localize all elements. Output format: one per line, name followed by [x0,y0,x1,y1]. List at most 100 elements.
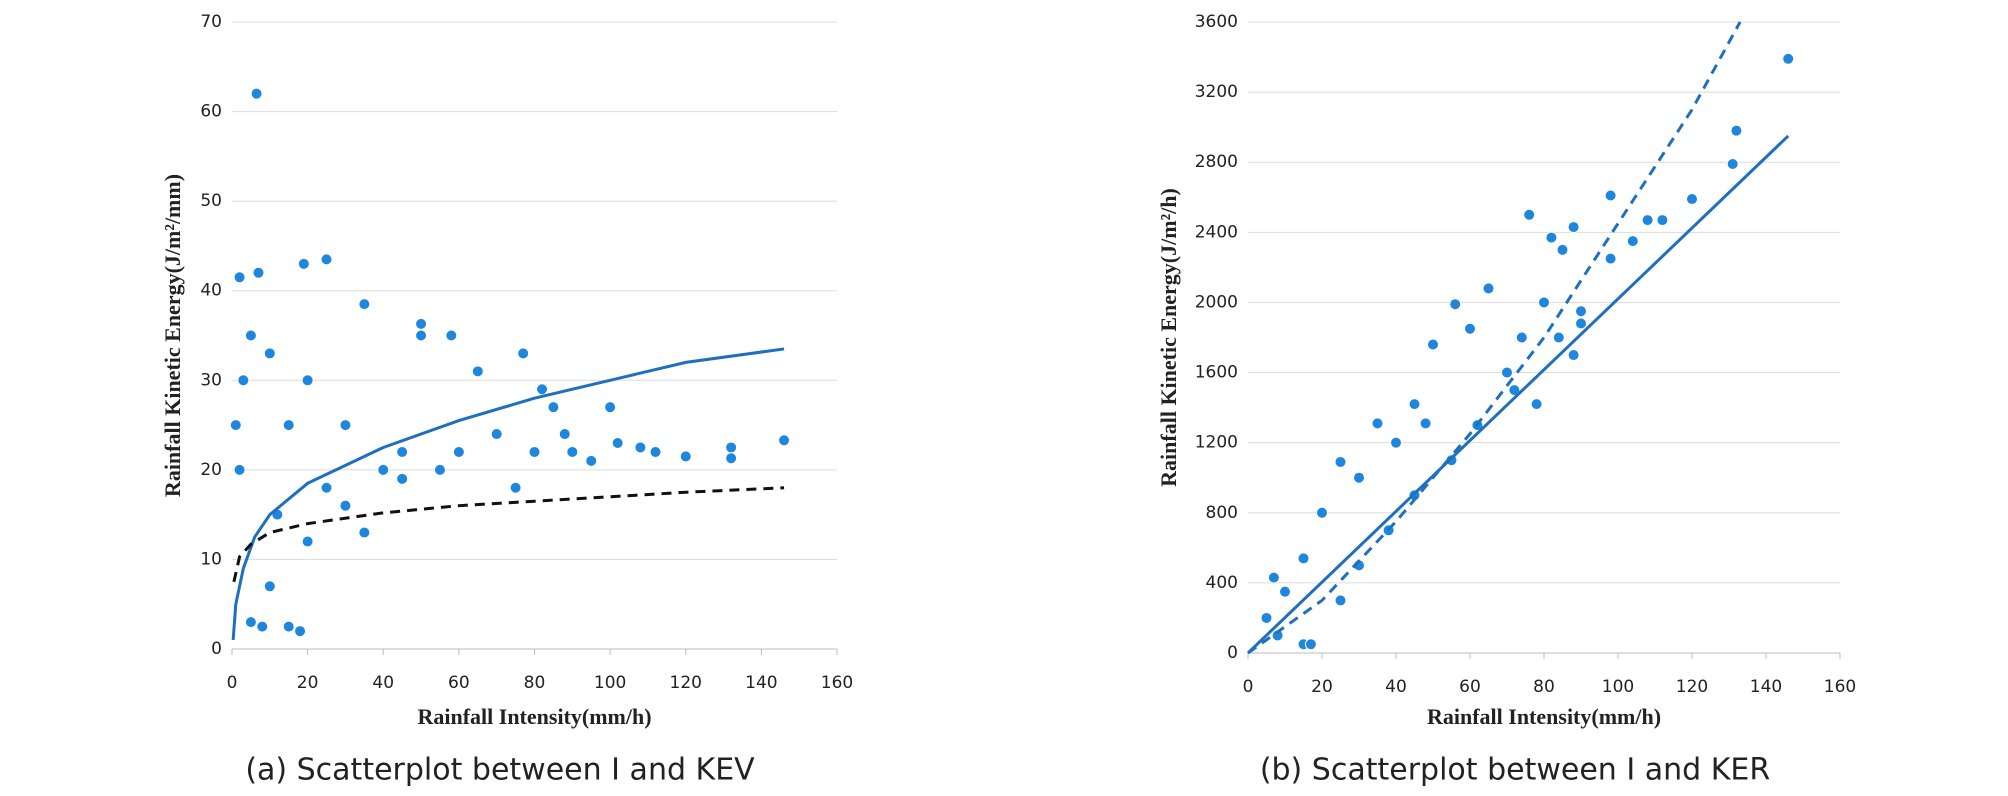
data-point [1353,471,1365,484]
y-tick-label: 2800 [1195,152,1238,172]
fit-line [1246,134,1790,655]
data-point [517,347,530,360]
data-point [244,616,257,629]
x-tick-label: 40 [1385,677,1407,697]
data-point [528,445,541,458]
data-point [1686,193,1698,206]
data-point [1575,317,1587,330]
data-point [1449,298,1462,311]
x-tick-label: 40 [372,673,394,693]
y-tick-label: 70 [200,12,222,32]
data-point [1334,594,1347,607]
data-point [1604,189,1617,202]
data-point [1464,322,1476,335]
y-tick-label: 1200 [1195,433,1238,453]
x-axis-label: Rainfall Intensity(mm/h) [1427,704,1661,729]
data-point [725,452,738,465]
data-point [1279,585,1291,598]
data-point [509,481,522,494]
data-point [297,257,310,270]
y-tick-label: 1600 [1195,363,1238,383]
data-point [1538,296,1550,309]
data-point [1334,455,1347,468]
data-point [778,434,791,447]
data-point [263,347,276,360]
y-tick-label: 30 [200,370,222,390]
data-point [377,463,390,476]
data-point [1304,638,1317,651]
data-point [256,620,269,633]
x-tick-label: 160 [821,673,853,693]
data-point [1371,417,1384,430]
x-tick-label: 60 [1459,677,1481,697]
data-point [1515,331,1528,344]
data-point [1730,124,1743,137]
caption: (b) Scatterplot between I and KER [1260,753,1770,788]
data-point [1501,366,1513,379]
data-point [415,317,428,330]
x-tick-label: 20 [297,673,319,693]
data-point [471,365,484,378]
data-point [1545,231,1558,244]
y-tick-label: 10 [200,549,222,569]
x-tick-label: 140 [1750,677,1782,697]
data-point [649,445,662,458]
data-point [320,481,333,494]
y-tick-label: 50 [200,191,222,211]
data-point [1575,305,1587,318]
data-point [1390,436,1402,449]
y-axis-label: Rainfall Kinetic Energy(J/m²/mm) [160,174,185,497]
data-point [294,625,307,638]
x-tick-label: 100 [594,673,626,693]
data-point [1626,235,1639,248]
data-point [1523,208,1536,221]
y-tick-label: 20 [200,460,222,480]
data-point [233,463,246,476]
data-point [1726,157,1739,170]
data-point [339,419,352,432]
caption: (a) Scatterplot between I and KEV [245,753,755,788]
data-point [237,374,250,387]
data-point [1297,552,1310,565]
data-point [244,329,257,342]
data-point [415,329,428,342]
x-tick-label: 80 [524,673,546,693]
data-point [229,419,242,432]
data-point [1482,282,1495,295]
data-point [1427,338,1439,351]
fit-line [231,347,785,641]
data-point [679,450,692,463]
data-point [566,445,579,458]
data-point [1316,506,1328,519]
data-point [1604,252,1617,265]
data-point [445,329,458,342]
data-point [490,428,503,441]
data-point [604,401,617,414]
y-tick-label: 2400 [1195,222,1238,242]
data-point [252,266,265,279]
x-tick-label: 120 [1676,677,1708,697]
data-point [282,419,295,432]
x-tick-label: 100 [1602,677,1634,697]
y-tick-label: 0 [1227,643,1238,663]
x-tick-label: 60 [448,673,470,693]
data-point [1530,398,1543,411]
y-tick-label: 40 [200,281,222,301]
data-point [339,499,352,512]
x-tick-label: 120 [670,673,702,693]
y-tick-label: 3600 [1195,12,1238,32]
data-point [320,253,333,266]
data-point [282,620,295,633]
x-axis-label: Rainfall Intensity(mm/h) [417,704,651,729]
x-tick-label: 0 [1243,677,1254,697]
data-point [1271,629,1284,642]
y-axis-label: Rainfall Kinetic Energy(J/m²/h) [1156,188,1181,487]
data-point [263,580,276,593]
data-point [1552,331,1565,344]
data-point [1267,571,1280,584]
data-point [1782,52,1795,65]
x-tick-label: 140 [745,673,777,693]
data-point [634,441,647,454]
data-point [1419,417,1432,430]
